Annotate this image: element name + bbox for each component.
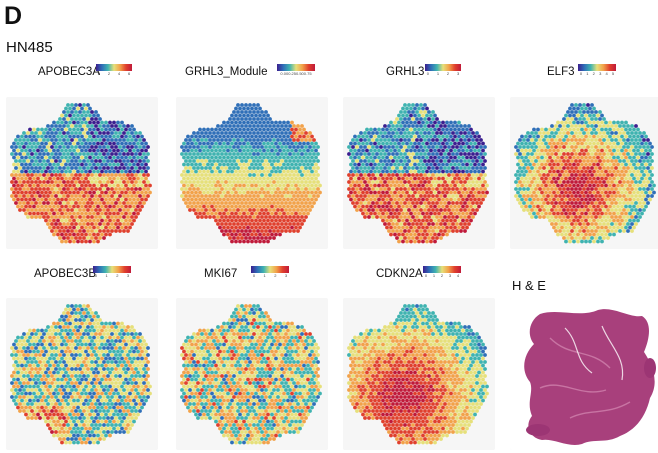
- colorbar-tick-label: 3: [456, 71, 460, 76]
- spot-map: [10, 304, 152, 445]
- colorbar-tick-label: 0: [97, 71, 100, 76]
- spot-map: [347, 103, 489, 244]
- colorbar-gradient: [96, 64, 132, 71]
- colorbar-gradient: [425, 64, 461, 71]
- title-apobec3b: APOBEC3B: [34, 268, 96, 280]
- colorbar-tick-label: 0: [426, 71, 429, 76]
- spot-map: [347, 304, 489, 445]
- colorbar-mki67: 0 1 2 3: [251, 266, 289, 278]
- colorbar-tick-label: 1: [436, 71, 440, 76]
- spatial-map-elf3: [510, 97, 658, 249]
- colorbar-gradient: [277, 64, 315, 71]
- colorbar-tick-label: 4: [605, 71, 608, 76]
- spatial-map-cdkn2a: [343, 298, 495, 450]
- colorbar-tick-label: 1: [432, 273, 436, 278]
- colorbar-tick-label: 2: [116, 273, 119, 278]
- title-apobec3a: APOBEC3A: [38, 66, 100, 78]
- colorbar-tick-label: 0.000.250.500.75: [280, 71, 312, 76]
- he-stain-image: [510, 298, 658, 450]
- title-elf3: ELF3: [547, 66, 575, 78]
- title-cdkn2a: CDKN2A: [376, 268, 423, 280]
- colorbar-tick-label: 6: [127, 71, 131, 76]
- he-label: H & E: [512, 278, 546, 293]
- he-tissue-drawing: [510, 298, 658, 450]
- colorbar-tick-label: 3: [599, 71, 602, 76]
- colorbar-gradient: [93, 266, 131, 273]
- colorbar-tick-label: 0: [424, 273, 428, 278]
- spot-map: [180, 304, 322, 445]
- colorbar-tick-label: 0: [579, 71, 583, 76]
- panel-letter: D: [4, 2, 23, 30]
- colorbar-tick-label: 1: [105, 273, 108, 278]
- spatial-map-grhl3-module: [176, 97, 328, 249]
- colorbar-grhl3-module: 0.000.250.500.75: [277, 64, 315, 76]
- spatial-map-apobec3a: [6, 97, 158, 249]
- spatial-map-grhl3: [343, 97, 495, 249]
- colorbar-tick-label: 4: [456, 273, 460, 278]
- spot-map: [514, 103, 656, 244]
- spot-map: [10, 103, 152, 244]
- sample-label: HN485: [6, 39, 53, 56]
- colorbar-tick-label: 1: [263, 273, 266, 278]
- spot-map: [180, 103, 322, 244]
- colorbar-tick-label: 2: [274, 273, 277, 278]
- colorbar-apobec3b: 0 1 2 3: [93, 266, 131, 278]
- colorbar-tick-label: 0: [252, 273, 256, 278]
- colorbar-gradient: [423, 266, 461, 273]
- colorbar-grhl3: 0 1 2 3: [425, 64, 461, 76]
- title-mki67: MKI67: [204, 268, 238, 280]
- colorbar-tick-label: 4: [117, 71, 121, 76]
- spatial-map-apobec3b: [6, 298, 158, 450]
- colorbar-apobec3a: 0 2 4 6: [96, 64, 132, 76]
- colorbar-tick-label: 5: [611, 71, 615, 76]
- colorbar-tick-label: 3: [448, 273, 452, 278]
- title-grhl3-module: GRHL3_Module: [185, 66, 268, 78]
- colorbar-tick-label: 1: [586, 71, 589, 76]
- spatial-map-mki67: [176, 298, 328, 450]
- colorbar-gradient: [251, 266, 289, 273]
- colorbar-gradient: [578, 64, 616, 71]
- colorbar-tick-label: 2: [440, 273, 444, 278]
- colorbar-tick-label: 2: [592, 71, 595, 76]
- title-grhl3: GRHL3: [386, 66, 425, 78]
- colorbar-tick-label: 3: [126, 273, 130, 278]
- colorbar-tick-label: 3: [284, 273, 288, 278]
- colorbar-tick-label: 0: [94, 273, 98, 278]
- colorbar-tick-label: 2: [107, 71, 111, 76]
- colorbar-tick-label: 2: [446, 71, 450, 76]
